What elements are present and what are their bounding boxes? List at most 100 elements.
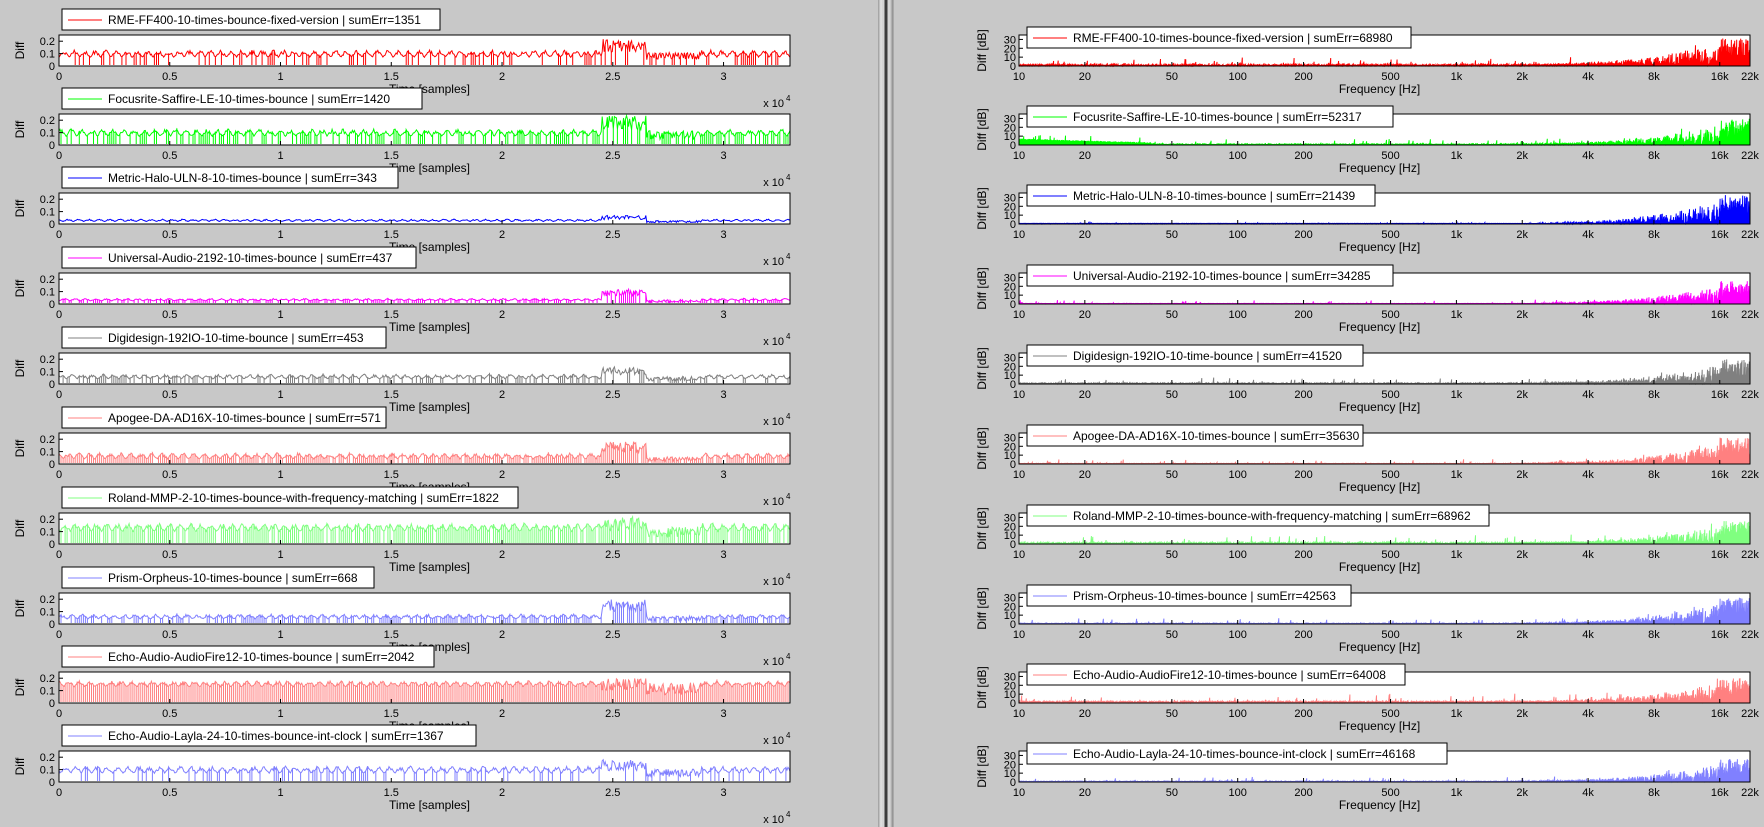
x-tick-label: 1k: [1451, 71, 1463, 83]
x-tick-label: 20: [1079, 150, 1091, 162]
series-line: [58, 287, 791, 304]
plot-area[interactable]: [59, 273, 790, 304]
y-axis-label: Diff: [13, 279, 27, 297]
y-tick-label: 0.1: [40, 447, 55, 459]
x-exponent-power: 4: [786, 652, 791, 661]
x-tick-label: 4k: [1582, 787, 1594, 799]
x-tick-label: 500: [1381, 150, 1399, 162]
legend: Apogee-DA-AD16X-10-times-bounce | sumErr…: [1026, 424, 1364, 447]
legend: Universal-Audio-2192-10-times-bounce | s…: [1026, 264, 1394, 287]
x-tick-label: 0.5: [162, 150, 177, 162]
series-line: [58, 214, 791, 224]
legend: Metric-Halo-ULN-8-10-times-bounce | sumE…: [61, 166, 399, 189]
x-tick-label: 22k: [1741, 629, 1759, 641]
y-tick-label: 30: [1004, 592, 1016, 604]
x-tick-label: 50: [1166, 309, 1178, 321]
x-axis-label: Time [samples]: [389, 798, 470, 812]
x-tick-label: 4k: [1582, 150, 1594, 162]
x-exponent-base: x 10: [763, 256, 784, 268]
y-tick-label: 0: [49, 379, 55, 391]
x-tick-label: 3: [720, 71, 726, 83]
axes-box: [58, 592, 791, 625]
y-tick-label: 30: [1004, 750, 1016, 762]
legend: RME-FF400-10-times-bounce-fixed-version …: [61, 8, 441, 31]
x-tick-label: 2: [499, 629, 505, 641]
x-tick-label: 20: [1079, 71, 1091, 83]
x-tick-label: 2: [499, 549, 505, 561]
legend-box: [1026, 424, 1364, 447]
x-axis-label: Time [samples]: [389, 560, 470, 574]
axes-box: [58, 671, 791, 704]
series-line: [58, 758, 791, 781]
legend-entry: Digidesign-192IO-10-time-bounce | sumErr…: [108, 331, 364, 345]
legend-entry: Metric-Halo-ULN-8-10-times-bounce | sumE…: [108, 171, 377, 185]
x-axis-label: Frequency [Hz]: [1339, 400, 1420, 414]
x-tick-label: 16k: [1711, 787, 1729, 799]
axes-box: [58, 272, 791, 305]
x-tick-label: 3: [720, 549, 726, 561]
x-tick-label: 1k: [1451, 389, 1463, 401]
y-tick-label: 20: [1004, 122, 1016, 134]
x-tick-label: 100: [1229, 309, 1247, 321]
x-tick-label: 1: [277, 787, 283, 799]
y-tick-label: 0.1: [40, 49, 55, 61]
y-tick-label: 10: [1004, 210, 1016, 222]
legend: Focusrite-Saffire-LE-10-times-bounce | s…: [1026, 105, 1394, 128]
x-tick-label: 50: [1166, 389, 1178, 401]
legend-box: [1026, 105, 1394, 128]
y-tick-label: 10: [1004, 450, 1016, 462]
x-tick-label: 200: [1294, 309, 1312, 321]
x-tick-label: 200: [1294, 229, 1312, 241]
legend-entry: Echo-Audio-AudioFire12-10-times-bounce |…: [1073, 668, 1386, 682]
legend-box: [1026, 344, 1364, 367]
plot-area[interactable]: [59, 35, 790, 66]
x-tick-label: 0.5: [162, 708, 177, 720]
x-tick-label: 0: [56, 469, 62, 481]
axes-box: [58, 352, 791, 385]
y-tick-label: 0.2: [40, 752, 55, 764]
x-tick-label: 1.5: [384, 229, 399, 241]
legend-box: [61, 486, 519, 509]
legend-entry: Roland-MMP-2-10-times-bounce-with-freque…: [108, 491, 499, 505]
x-tick-label: 22k: [1741, 229, 1759, 241]
x-tick-label: 1k: [1451, 469, 1463, 481]
x-axis-label: Frequency [Hz]: [1339, 719, 1420, 733]
series-line: [58, 677, 791, 702]
x-tick-label: 0.5: [162, 229, 177, 241]
x-exponent-power: 4: [786, 572, 791, 581]
x-tick-label: 4k: [1582, 469, 1594, 481]
legend-box: [61, 246, 417, 269]
x-tick-label: 1: [277, 549, 283, 561]
x-axis-label: Time [samples]: [389, 320, 470, 334]
x-tick-label: 16k: [1711, 71, 1729, 83]
y-axis-label: Diff: [13, 519, 27, 537]
y-tick-label: 30: [1004, 352, 1016, 364]
splitter-handle[interactable]: [878, 0, 894, 827]
axes-box: [58, 34, 791, 67]
x-tick-label: 16k: [1711, 469, 1729, 481]
legend: Focusrite-Saffire-LE-10-times-bounce | s…: [61, 87, 423, 110]
legend: Echo-Audio-Layla-24-10-times-bounce-int-…: [61, 724, 477, 747]
axes-box: [1018, 592, 1751, 625]
x-tick-label: 100: [1229, 549, 1247, 561]
x-tick-label: 1.5: [384, 708, 399, 720]
legend-box: [1026, 264, 1394, 287]
x-tick-label: 16k: [1711, 229, 1729, 241]
x-axis-label: Time [samples]: [389, 161, 470, 175]
x-tick-label: 1.5: [384, 150, 399, 162]
x-tick-label: 22k: [1741, 708, 1759, 720]
x-tick-label: 1.5: [384, 787, 399, 799]
y-tick-label: 20: [1004, 281, 1016, 293]
x-tick-label: 8k: [1648, 229, 1660, 241]
x-exponent-base: x 10: [763, 656, 784, 668]
y-tick-label: 0.2: [40, 36, 55, 48]
x-tick-label: 200: [1294, 708, 1312, 720]
x-tick-label: 3: [720, 389, 726, 401]
series-line: [58, 39, 791, 65]
x-tick-label: 500: [1381, 549, 1399, 561]
plot-area[interactable]: [59, 193, 790, 224]
x-tick-label: 2.5: [605, 787, 620, 799]
